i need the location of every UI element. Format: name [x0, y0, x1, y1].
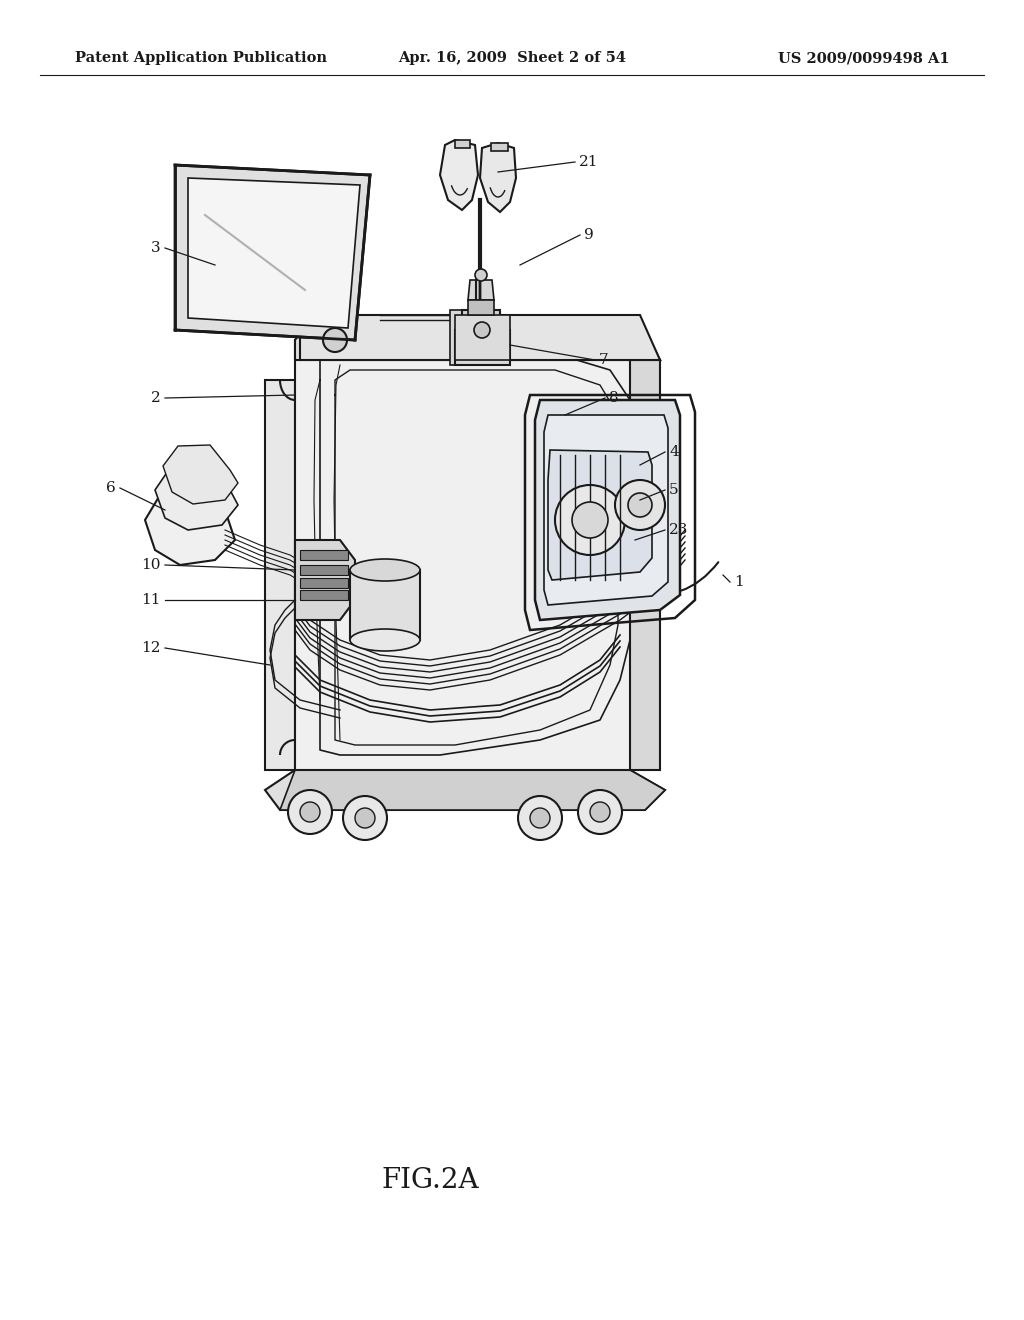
Text: 7: 7 — [599, 352, 608, 367]
Text: 1: 1 — [734, 576, 743, 589]
Polygon shape — [328, 319, 342, 343]
Circle shape — [578, 789, 622, 834]
Text: US 2009/0099498 A1: US 2009/0099498 A1 — [778, 51, 950, 65]
Text: 21: 21 — [579, 154, 598, 169]
Text: 3: 3 — [152, 242, 161, 255]
Circle shape — [475, 269, 487, 281]
Text: 2: 2 — [152, 391, 161, 405]
Circle shape — [530, 808, 550, 828]
Circle shape — [355, 808, 375, 828]
Polygon shape — [468, 300, 494, 315]
Circle shape — [572, 502, 608, 539]
Polygon shape — [535, 400, 680, 620]
Polygon shape — [630, 341, 660, 770]
Text: 11: 11 — [141, 593, 161, 607]
Text: 6: 6 — [106, 480, 116, 495]
Polygon shape — [468, 280, 494, 300]
Polygon shape — [300, 590, 348, 601]
Polygon shape — [548, 450, 652, 579]
Polygon shape — [462, 310, 500, 330]
Polygon shape — [455, 140, 470, 148]
Polygon shape — [440, 140, 478, 210]
Circle shape — [323, 327, 347, 352]
Circle shape — [628, 492, 652, 517]
Polygon shape — [175, 165, 370, 341]
Polygon shape — [280, 770, 665, 810]
Polygon shape — [163, 445, 238, 504]
Circle shape — [518, 796, 562, 840]
Text: 4: 4 — [669, 445, 679, 459]
Polygon shape — [265, 770, 665, 810]
Polygon shape — [295, 540, 355, 620]
Circle shape — [300, 803, 319, 822]
Circle shape — [288, 789, 332, 834]
Text: 9: 9 — [584, 228, 594, 242]
Polygon shape — [295, 319, 660, 360]
Polygon shape — [155, 465, 238, 531]
Text: 10: 10 — [141, 558, 161, 572]
Polygon shape — [455, 330, 510, 366]
Polygon shape — [300, 565, 348, 576]
Polygon shape — [490, 143, 508, 150]
Polygon shape — [300, 578, 348, 587]
Polygon shape — [265, 380, 295, 770]
Polygon shape — [295, 341, 660, 770]
Polygon shape — [145, 490, 234, 565]
Ellipse shape — [350, 558, 420, 581]
Text: 5: 5 — [669, 483, 679, 498]
Text: 12: 12 — [141, 642, 161, 655]
Text: Patent Application Publication: Patent Application Publication — [75, 51, 327, 65]
Polygon shape — [544, 414, 668, 605]
Text: 8: 8 — [609, 391, 618, 405]
Circle shape — [343, 796, 387, 840]
Polygon shape — [455, 315, 510, 360]
Text: FIG.2A: FIG.2A — [381, 1167, 479, 1193]
Polygon shape — [300, 550, 348, 560]
Polygon shape — [188, 178, 360, 327]
Circle shape — [590, 803, 610, 822]
Circle shape — [474, 322, 490, 338]
Polygon shape — [350, 570, 420, 640]
Circle shape — [615, 480, 665, 531]
Text: 23: 23 — [669, 523, 688, 537]
Ellipse shape — [350, 630, 420, 651]
Polygon shape — [450, 310, 480, 366]
Text: Apr. 16, 2009  Sheet 2 of 54: Apr. 16, 2009 Sheet 2 of 54 — [398, 51, 626, 65]
Polygon shape — [480, 143, 516, 213]
Circle shape — [555, 484, 625, 554]
Polygon shape — [300, 315, 660, 360]
